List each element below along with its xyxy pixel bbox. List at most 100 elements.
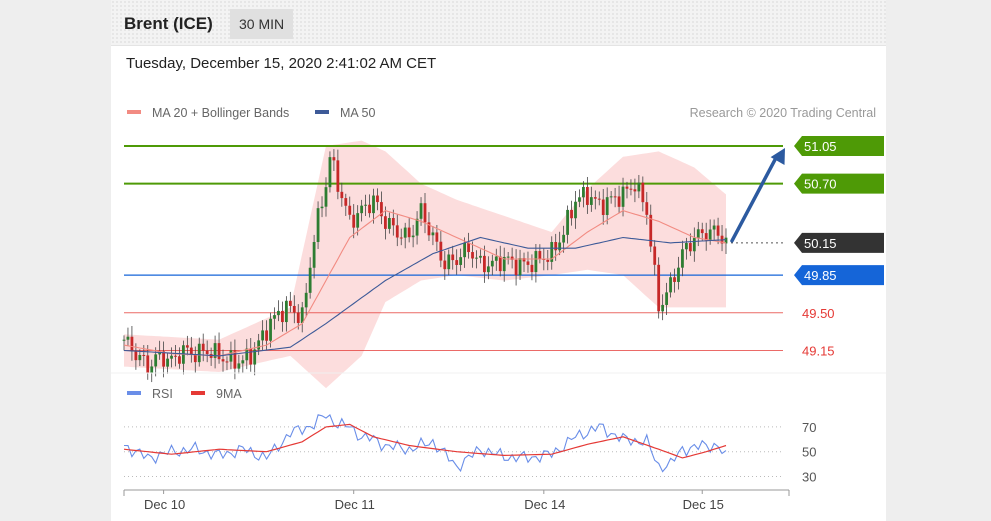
- candle-body: [629, 188, 633, 190]
- candle-body: [150, 366, 154, 373]
- candle-body: [494, 256, 498, 261]
- candle-body: [696, 229, 700, 239]
- candle-body: [174, 355, 177, 357]
- candle-body: [451, 254, 455, 261]
- candle-body: [237, 363, 241, 369]
- candle-body: [249, 348, 253, 365]
- forecast-arrow-shaft: [730, 154, 779, 243]
- candle-body: [372, 195, 375, 214]
- candle-body: [700, 229, 704, 234]
- candle-body: [257, 340, 261, 350]
- candle-body: [352, 214, 356, 228]
- candle-body: [431, 232, 435, 236]
- level-label-49.15: 49.15: [802, 343, 835, 358]
- candle-body: [419, 203, 423, 219]
- candle-body: [562, 234, 566, 243]
- candle-body: [356, 213, 360, 228]
- candle-body: [574, 201, 577, 219]
- candle-body: [645, 202, 649, 215]
- x-tick-label: Dec 10: [144, 497, 185, 512]
- candle-body: [407, 227, 411, 238]
- candle-body: [708, 229, 712, 241]
- candle-body: [391, 218, 395, 226]
- candle-body: [498, 256, 502, 272]
- candle-body: [589, 197, 593, 205]
- candle-body: [724, 237, 728, 244]
- candle-body: [546, 259, 550, 262]
- candle-body: [364, 204, 367, 206]
- ma50-line: [123, 236, 727, 357]
- candle-body: [625, 186, 629, 189]
- legend-label-rsi: RSI: [152, 387, 173, 401]
- candle-body: [415, 218, 419, 236]
- legend-swatch-ma50: [315, 110, 329, 114]
- candle-body: [178, 356, 181, 364]
- candle-body: [641, 182, 645, 203]
- candle-body: [296, 312, 300, 324]
- candle-body: [340, 191, 344, 199]
- candle-body: [684, 243, 688, 250]
- level-label-49.50: 49.50: [802, 306, 835, 321]
- candle-body: [316, 208, 320, 243]
- legend-swatch-9ma: [191, 391, 205, 395]
- candle-body: [716, 225, 720, 236]
- candle-body: [490, 260, 494, 267]
- rsi-tick-50: 50: [802, 445, 816, 460]
- candle-body: [277, 310, 280, 316]
- candle-body: [609, 196, 613, 198]
- candle-body: [621, 186, 625, 207]
- timestamp: Tuesday, December 15, 2020 2:41:02 AM CE…: [126, 55, 437, 72]
- candle-body: [526, 261, 530, 265]
- timeframe-badge[interactable]: 30 MIN: [230, 9, 294, 39]
- candle-body: [712, 225, 716, 230]
- rsi-tick-70: 70: [802, 420, 816, 435]
- candle-body: [475, 257, 478, 259]
- candle-body: [483, 255, 486, 273]
- candle-body: [486, 266, 490, 273]
- candle-body: [225, 361, 229, 363]
- rsi-tick-30: 30: [802, 470, 816, 485]
- candle-body: [233, 350, 237, 369]
- candle-body: [189, 347, 193, 355]
- candle-body: [166, 358, 169, 367]
- candle-body: [427, 222, 431, 236]
- candle-body: [217, 343, 221, 360]
- candle-body: [688, 243, 692, 252]
- candle-body: [649, 214, 653, 247]
- candle-body: [613, 196, 617, 198]
- candle-body: [138, 354, 142, 361]
- candle-body: [479, 255, 482, 258]
- candle-body: [435, 232, 439, 242]
- candle-body: [463, 242, 467, 258]
- candle-body: [229, 350, 233, 362]
- candle-body: [383, 216, 387, 229]
- candle-body: [443, 260, 447, 270]
- candle-body: [253, 349, 257, 365]
- candle-body: [126, 336, 130, 340]
- candle-body: [261, 330, 265, 341]
- candle-body: [593, 197, 597, 199]
- candle-body: [582, 186, 585, 198]
- rsi-chart: 70 50 30 Dec 10 Dec 11 Dec 14 Dec 15: [111, 372, 886, 512]
- candle-body: [292, 305, 296, 313]
- candle-body: [530, 264, 534, 273]
- candle-body: [411, 235, 415, 238]
- candle-body: [467, 242, 470, 253]
- candle-body: [304, 292, 308, 308]
- candle-body: [284, 300, 288, 323]
- candle-body: [387, 218, 391, 229]
- candle-body: [704, 233, 708, 241]
- candle-body: [459, 257, 463, 265]
- candle-body: [681, 249, 684, 268]
- candle-body: [395, 225, 399, 238]
- candle-body: [193, 354, 197, 363]
- instrument-title: Brent (ICE): [124, 14, 213, 33]
- candle-body: [265, 330, 268, 341]
- candle-body: [273, 315, 276, 319]
- candle-body: [522, 258, 526, 262]
- level-tag-51.05: [794, 135, 884, 156]
- candle-body: [320, 206, 324, 209]
- candle-body: [360, 205, 364, 214]
- candle-body: [597, 198, 601, 200]
- candle-body: [633, 189, 637, 192]
